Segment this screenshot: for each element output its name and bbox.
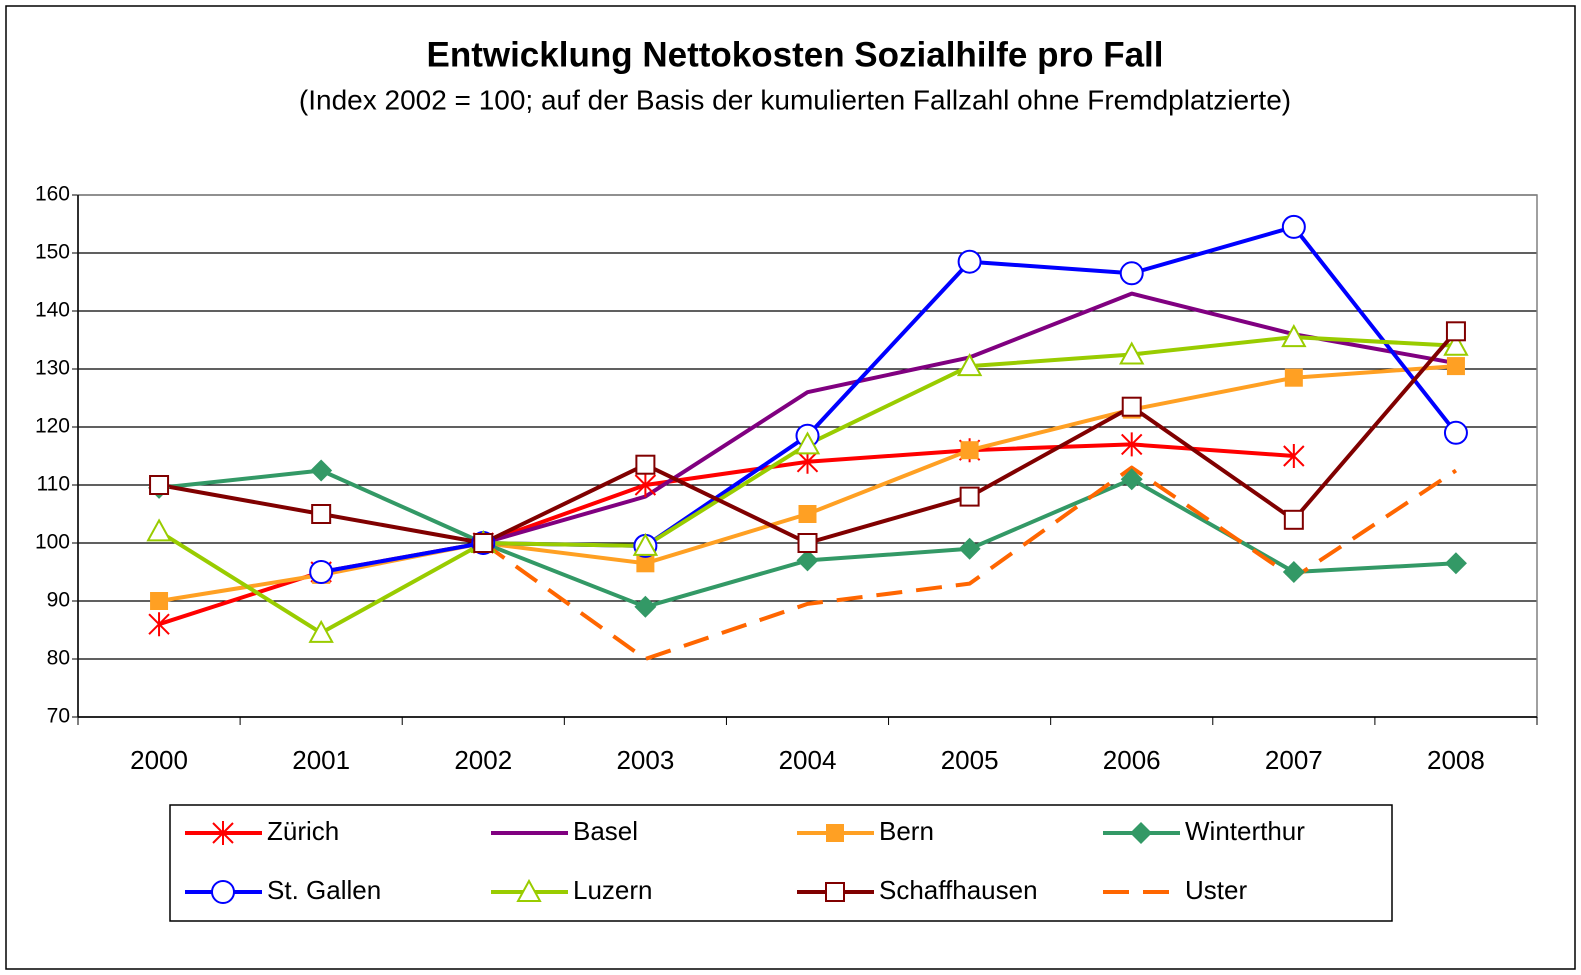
x-tick-label: 2005 [941,745,999,775]
marker [149,475,170,495]
x-tick-label: 2004 [779,745,837,775]
y-tick-label: 130 [35,357,70,380]
legend-box [169,804,1393,922]
chart-subtitle: (Index 2002 = 100; auf der Basis der kum… [299,84,1291,115]
y-tick-label: 110 [37,473,70,496]
marker [211,880,235,904]
marker [308,619,334,643]
marker [635,454,656,475]
y-tick-label: 90 [47,589,70,612]
marker [150,592,169,610]
y-tick-label: 150 [35,241,70,264]
marker [958,537,981,560]
marker [960,441,979,460]
marker [1121,432,1143,457]
marker [1443,332,1469,356]
y-tick-label: 120 [35,415,70,438]
marker [516,878,542,902]
legend-label: Winterthur [1185,816,1305,846]
marker [632,532,659,556]
marker [636,554,655,573]
marker [473,533,494,553]
marker [796,549,819,572]
marker [148,612,170,637]
marker [1444,552,1467,575]
legend-label: Luzern [573,875,653,905]
marker [634,595,657,618]
legend-label: Zürich [267,816,339,846]
marker [1283,444,1305,468]
x-tick-label: 2001 [292,745,350,775]
marker [956,353,983,377]
y-tick-label: 80 [47,647,70,670]
marker [957,249,982,274]
marker [826,824,844,842]
marker [1446,357,1465,376]
x-tick-label: 2007 [1265,745,1323,775]
marker [1119,261,1144,286]
legend-label: Basel [573,816,638,846]
marker [825,882,845,902]
marker [1121,396,1142,417]
y-tick-label: 140 [35,299,70,322]
legend-label: Bern [879,816,934,846]
marker [310,459,333,482]
marker [1284,368,1303,387]
y-tick-label: 70 [47,705,70,728]
x-tick-label: 2008 [1427,745,1485,775]
marker [1120,468,1143,491]
y-tick-label: 160 [35,183,70,206]
x-tick-label: 2003 [616,745,674,775]
marker [1130,822,1152,844]
marker [798,505,817,523]
marker [1283,509,1304,530]
x-tick-label: 2002 [454,745,512,775]
x-tick-label: 2000 [130,745,188,775]
y-tick-label: 100 [35,531,70,554]
marker [311,504,332,524]
marker [1119,341,1145,365]
marker [797,533,818,553]
marker [1282,561,1305,583]
x-tick-label: 2006 [1103,745,1161,775]
marker [634,473,657,497]
marker [146,518,172,542]
marker [1281,214,1306,239]
marker [1443,420,1468,445]
legend-label: St. Gallen [267,875,381,905]
legend-label: Uster [1185,875,1247,905]
marker [794,431,821,455]
marker [1281,324,1307,348]
marker [309,560,334,584]
marker [959,486,980,507]
legend-label: Schaffhausen [879,875,1038,905]
marker [212,821,234,845]
chart-title: Entwicklung Nettokosten Sozialhilfe pro … [426,35,1163,74]
marker [1445,321,1466,342]
